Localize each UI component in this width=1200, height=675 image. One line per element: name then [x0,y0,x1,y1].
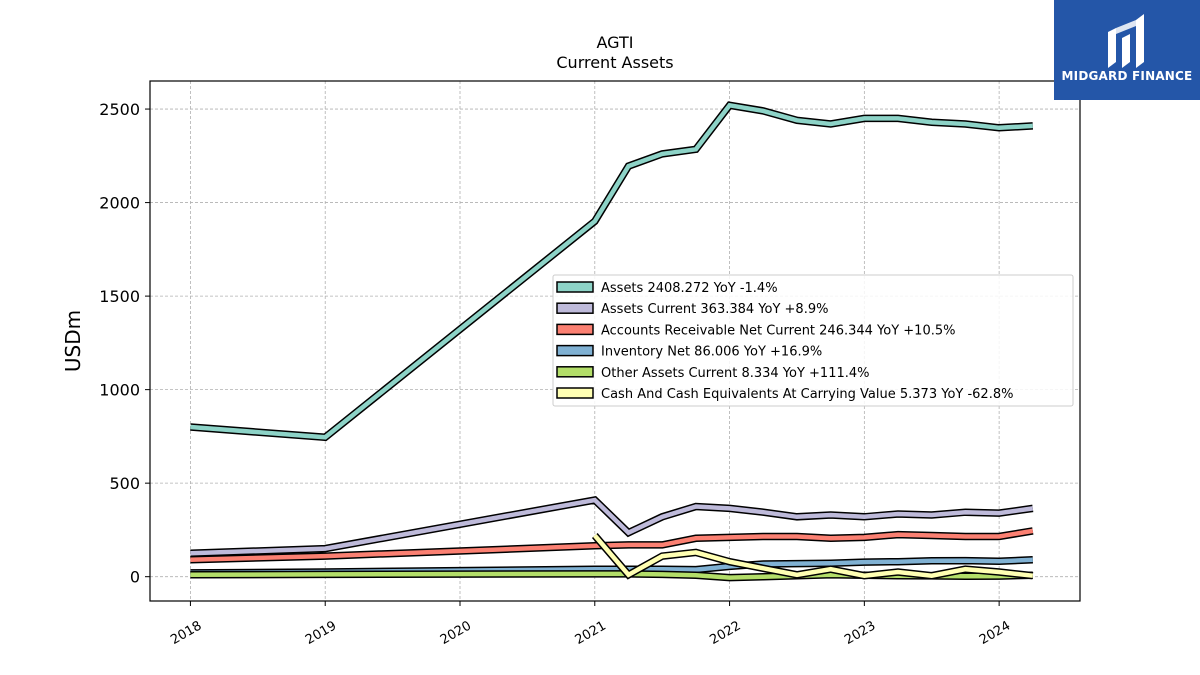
legend-entry-assets-current: Assets Current 363.384 YoY +8.9% [601,302,828,317]
series-inventory-net [190,556,1033,577]
legend-entry-cash-and-cash-equivalents-at-carrying-value: Cash And Cash Equivalents At Carrying Va… [601,387,1013,402]
x-tick-label: 2023 [842,618,878,648]
legend-swatch-assets-current [556,302,594,314]
y-tick-label: 0 [130,568,140,587]
y-axis-ticks: 0 500 1000 1500 2000 2500 [99,100,150,587]
x-tick-label: 2024 [977,618,1013,648]
legend: Assets 2408.272 YoY -1.4% Assets Current … [552,274,1074,407]
series-line-assets-current [190,497,1034,556]
x-tick-label: 2022 [707,618,743,648]
y-tick-label: 1000 [99,381,140,400]
y-axis-label: USDm [61,310,85,372]
series-assets [190,101,1034,442]
legend-entry-inventory-net: Inventory Net 86.006 YoY +16.9% [601,345,822,360]
x-tick-label: 2019 [303,618,339,648]
brand-mark-icon [1108,14,1144,68]
series-line-cash-and-cash-equivalents-at-carrying-value [593,534,1034,578]
chart-title: AGTI [597,33,634,52]
series-assets-current [190,495,1034,558]
x-axis-ticks: 2018 2019 2020 2021 2022 2023 2024 [168,601,1013,648]
series-line-accounts-receivable-net-current [190,528,1034,563]
chart-subtitle: Current Assets [556,53,673,72]
plot-frame [149,80,1081,602]
legend-swatch-accounts-receivable-net-current [556,323,594,336]
y-tick-label: 2500 [99,100,140,119]
legend-entry-accounts-receivable-net-current: Accounts Receivable Net Current 246.344 … [601,323,956,338]
legend-swatch-inventory-net [556,344,594,357]
series-accounts-receivable-net-current [190,527,1034,564]
x-tick-label: 2021 [573,618,609,648]
y-tick-label: 2000 [99,194,140,213]
series-cash-and-cash-equivalents-at-carrying-value [591,533,1034,580]
brand-logo: MIDGARD FINANCE [1054,0,1200,100]
legend-swatch-cash-and-cash-equivalents-at-carrying-value [556,387,594,399]
legend-entry-assets: Assets 2408.272 YoY -1.4% [601,281,778,296]
legend-box [552,274,1074,407]
series-line-assets [190,102,1033,440]
legend-swatch-assets [556,281,594,293]
legend-swatch-other-assets-current [556,366,594,378]
y-tick-label: 500 [109,474,140,493]
brand-name: MIDGARD FINANCE [1061,69,1193,83]
series-lines [190,101,1034,582]
legend-entry-other-assets-current: Other Assets Current 8.334 YoY +111.4% [601,366,870,381]
series-line-inventory-net [190,557,1033,576]
y-tick-label: 1500 [99,287,140,306]
x-tick-label: 2018 [168,618,204,648]
x-tick-label: 2020 [438,618,474,648]
